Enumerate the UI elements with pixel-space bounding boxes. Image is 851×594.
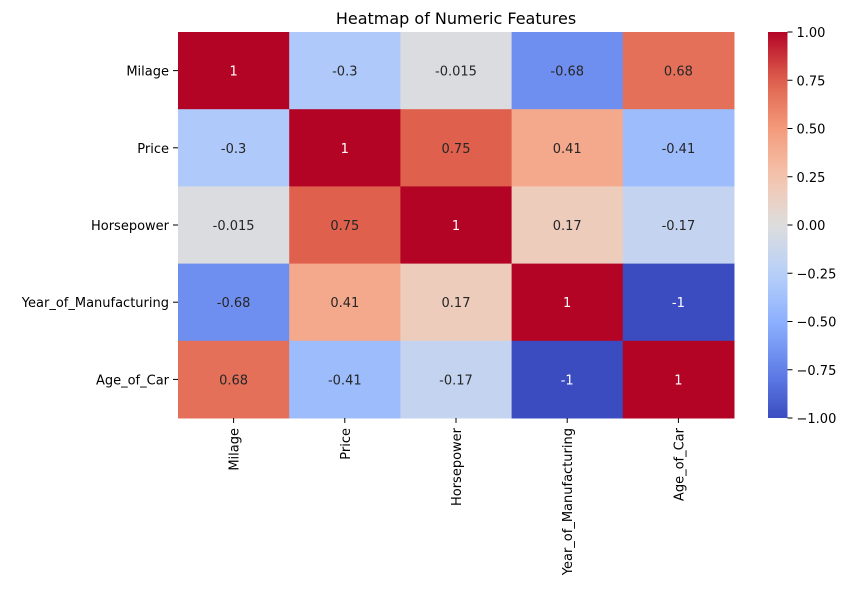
heatmap-cell-4-1 [289, 340, 401, 419]
cell-label-3-1: 0.41 [330, 296, 359, 311]
cell-label-1-0: -0.3 [221, 142, 246, 157]
heatmap-cell-2-1 [289, 186, 401, 265]
cell-label-0-4: 0.68 [664, 65, 693, 80]
heatmap-cell-0-0 [178, 32, 290, 110]
heatmap-cell-2-2 [400, 186, 513, 265]
cell-label-0-2: -0.015 [435, 65, 477, 80]
heatmap-cell-3-1 [289, 263, 401, 342]
y-tick-label-2: Horsepower [91, 219, 170, 234]
cell-label-2-2: 1 [452, 219, 460, 234]
heatmap-cell-4-4 [622, 340, 735, 419]
chart-title: Heatmap of Numeric Features [336, 9, 576, 28]
heatmap-cell-0-2 [400, 32, 513, 110]
cell-label-4-1: -0.41 [328, 373, 362, 388]
colorbar-tick-label-3: 0.25 [797, 171, 826, 186]
heatmap-cell-2-3 [511, 186, 624, 265]
heatmap-cell-0-1 [289, 32, 401, 110]
colorbar-tick-label-1: 0.75 [797, 74, 826, 89]
x-tick-label-0: Milage [228, 428, 243, 471]
colorbar: 1.00 0.75 0.50 0.25 0.00 −0.25 −0.50 −0.75 −1.00 [768, 26, 836, 427]
colorbar-tick-label-4: 0.00 [797, 219, 826, 234]
cell-label-1-1: 1 [341, 142, 349, 157]
x-tick-label-1: Price [339, 428, 354, 460]
colorbar-tick-label-5: −0.25 [797, 267, 837, 282]
heatmap-cell-4-3 [511, 340, 624, 419]
cell-label-3-3: 1 [563, 296, 571, 311]
heatmap-cell-3-0 [178, 263, 290, 342]
cell-label-4-0: 0.68 [219, 373, 248, 388]
cell-label-1-3: 0.41 [553, 142, 582, 157]
cell-label-0-0: 1 [229, 65, 237, 80]
cell-label-3-2: 0.17 [442, 296, 471, 311]
colorbar-tick-label-6: −0.50 [797, 316, 837, 331]
y-tick-label-0: Milage [126, 65, 169, 80]
cell-label-1-4: -0.41 [662, 142, 696, 157]
y-tick-label-3: Year_of_Manufacturing [21, 296, 169, 311]
colorbar-tick-label-8: −1.00 [797, 412, 837, 427]
cell-label-0-3: -0.68 [550, 65, 584, 80]
heatmap-cell-0-3 [511, 32, 624, 110]
y-axis: Milage Price Horsepower Year_of_Manufacturi… [21, 65, 178, 388]
cell-label-4-2: -0.17 [439, 373, 473, 388]
heatmap-cell-0-4 [622, 32, 735, 110]
heatmap-cell-2-4 [622, 186, 735, 265]
heatmap-cell-1-2 [400, 109, 513, 187]
x-tick-label-2: Horsepower [450, 427, 465, 506]
cell-label-2-1: 0.75 [330, 219, 359, 234]
colorbar-tick-label-2: 0.50 [797, 123, 826, 138]
heatmap-cell-1-1 [289, 109, 401, 187]
heatmap-cell-1-0 [178, 109, 290, 187]
cell-label-1-2: 0.75 [442, 142, 471, 157]
cell-label-4-3: -1 [561, 373, 574, 388]
cell-label-0-1: -0.3 [332, 65, 357, 80]
heatmap-cell-1-4 [622, 109, 735, 187]
cell-label-3-0: -0.68 [217, 296, 251, 311]
cell-label-2-4: -0.17 [662, 219, 696, 234]
x-axis: Milage Price Horsepower Year_of_Manufacturi… [228, 418, 687, 576]
heatmap-cell-4-0 [178, 340, 290, 419]
colorbar-gradient-bar [768, 32, 788, 418]
heatmap-cell-3-2 [400, 263, 513, 342]
cell-label-3-4: -1 [672, 296, 685, 311]
cell-label-4-4: 1 [674, 373, 682, 388]
heatmap-cell-2-0 [178, 186, 290, 265]
y-tick-label-4: Age_of_Car [96, 373, 170, 388]
y-tick-label-1: Price [137, 142, 169, 157]
x-tick-label-4: Age_of_Car [672, 427, 687, 501]
heatmap-cell-3-3 [511, 263, 624, 342]
colorbar-tick-label-7: −0.75 [797, 364, 837, 379]
heatmap-cells [178, 32, 735, 419]
heatmap-cell-1-3 [511, 109, 624, 187]
colorbar-tick-label-0: 1.00 [797, 26, 826, 41]
heatmap-cell-4-2 [400, 340, 513, 419]
x-tick-label-3: Year_of_Manufacturing [561, 428, 576, 576]
cell-label-2-3: 0.17 [553, 219, 582, 234]
cell-label-2-0: -0.015 [213, 219, 255, 234]
cell-annotations: 1 -0.3 -0.015 -0.68 0.68 -0.3 1 0.75 0.41 -0.41 -0… [213, 65, 696, 389]
heatmap-cell-3-4 [622, 263, 735, 342]
